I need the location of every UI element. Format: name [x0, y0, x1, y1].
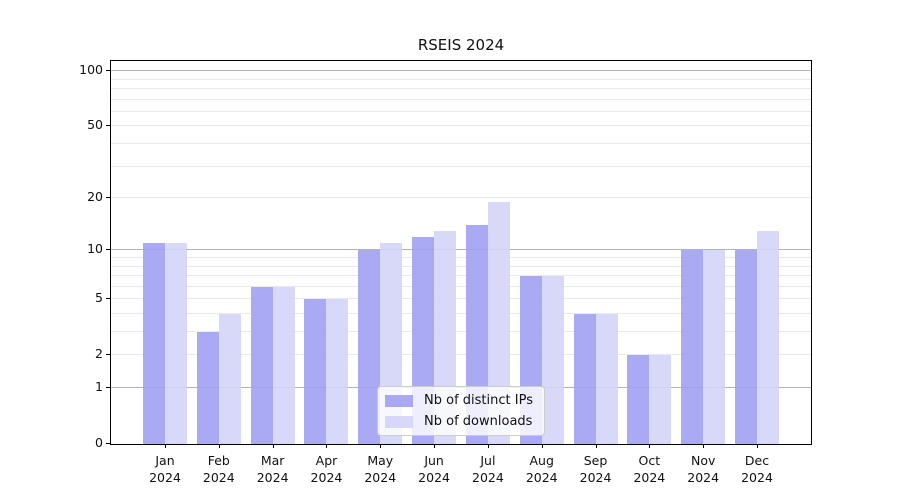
x-tick-mark — [218, 444, 220, 448]
y-tick-mark — [106, 443, 110, 444]
x-tick-mark — [487, 444, 489, 448]
y-tick-mark — [106, 354, 110, 356]
x-tick-label: Apr 2024 — [310, 453, 343, 485]
major-gridline — [111, 70, 811, 72]
chart-title: RSEIS 2024 — [417, 36, 505, 54]
major-gridline — [111, 249, 811, 251]
bar-distinct-ips-dec — [735, 250, 757, 444]
legend-entry-distinct-ips: Nb of distinct IPs — [385, 393, 533, 408]
x-tick-label: Oct 2024 — [633, 453, 666, 485]
minor-gridline — [111, 98, 811, 100]
bar-downloads-apr — [326, 299, 349, 444]
bar-distinct-ips-apr — [304, 299, 327, 444]
bar-distinct-ips-jan — [143, 243, 165, 444]
bar-distinct-ips-may — [358, 250, 381, 444]
y-tick-mark — [106, 125, 110, 127]
bar-distinct-ips-sep — [573, 314, 596, 444]
x-tick-mark — [434, 444, 436, 448]
y-tick-label: 0 — [95, 435, 103, 450]
legend-label-downloads: Nb of downloads — [424, 414, 533, 429]
y-tick-label: 20 — [87, 189, 103, 205]
y-tick-label: 1 — [95, 379, 103, 394]
x-tick-mark — [703, 444, 705, 448]
x-tick-mark — [326, 444, 328, 448]
x-tick-mark — [272, 444, 274, 448]
bar-downloads-aug — [541, 276, 564, 444]
minor-gridline — [111, 354, 811, 356]
x-tick-mark — [380, 444, 382, 448]
plot-area: Nb of distinct IPs Nb of downloads 0 1 2 5 1… — [79, 60, 812, 485]
minor-gridline — [111, 78, 811, 80]
bar-downloads-sep — [595, 314, 618, 444]
minor-gridline — [111, 312, 811, 314]
bar-downloads-oct — [649, 355, 672, 444]
minor-gridline — [111, 197, 811, 199]
x-tick-mark — [541, 444, 543, 448]
bar-downloads-dec — [757, 230, 779, 444]
x-tick-label: Mar 2024 — [256, 453, 289, 485]
x-tick-mark — [165, 444, 166, 448]
y-tick-mark — [106, 70, 110, 72]
x-tick-label: Nov 2024 — [687, 453, 720, 485]
y-tick-label: 50 — [87, 117, 103, 133]
x-tick-label: Jun 2024 — [418, 453, 450, 485]
y-tick-mark — [106, 298, 110, 300]
minor-gridline — [111, 298, 811, 300]
minor-gridline — [111, 331, 811, 333]
x-tick-label: Aug 2024 — [525, 453, 558, 485]
bar-downloads-jan — [165, 243, 187, 444]
minor-gridline — [111, 110, 811, 112]
x-tick-mark — [649, 444, 651, 448]
y-tick-label: 5 — [95, 290, 103, 306]
legend-entry-downloads: Nb of downloads — [385, 414, 533, 429]
minor-gridline — [111, 165, 811, 167]
x-tick-label: Jul 2024 — [472, 453, 504, 485]
minor-gridline — [111, 88, 811, 90]
legend: Nb of distinct IPs Nb of downloads — [377, 386, 545, 436]
minor-gridline — [111, 285, 811, 287]
y-tick-mark — [106, 197, 110, 199]
bar-distinct-ips-feb — [196, 332, 219, 444]
x-tick-label: Dec 2024 — [741, 453, 773, 485]
bar-downloads-mar — [272, 286, 295, 444]
bar-distinct-ips-nov — [681, 250, 704, 444]
legend-label-distinct-ips: Nb of distinct IPs — [424, 393, 533, 408]
legend-swatch-distinct-ips — [385, 394, 414, 407]
x-tick-label: Sep 2024 — [579, 453, 612, 485]
y-tick-label: 10 — [87, 241, 103, 257]
x-tick-mark — [757, 444, 758, 448]
minor-gridline — [111, 257, 811, 258]
minor-gridline — [111, 125, 811, 127]
y-tick-label: 100 — [79, 62, 103, 78]
y-tick-mark — [106, 387, 110, 388]
minor-gridline — [111, 265, 811, 267]
legend-swatch-downloads — [385, 415, 414, 428]
x-tick-mark — [595, 444, 597, 448]
x-tick-label: May 2024 — [364, 453, 397, 485]
x-tick-label: Jan 2024 — [149, 453, 181, 485]
y-tick-mark — [106, 249, 110, 251]
x-tick-label: Feb 2024 — [202, 453, 235, 485]
minor-gridline — [111, 275, 811, 277]
bar-downloads-jul — [487, 202, 510, 444]
bar-distinct-ips-mar — [250, 286, 273, 444]
y-tick-label: 2 — [95, 346, 103, 362]
bar-downloads-feb — [218, 314, 241, 444]
bar-distinct-ips-oct — [627, 355, 650, 444]
bar-downloads-nov — [703, 250, 726, 444]
minor-gridline — [111, 143, 811, 145]
